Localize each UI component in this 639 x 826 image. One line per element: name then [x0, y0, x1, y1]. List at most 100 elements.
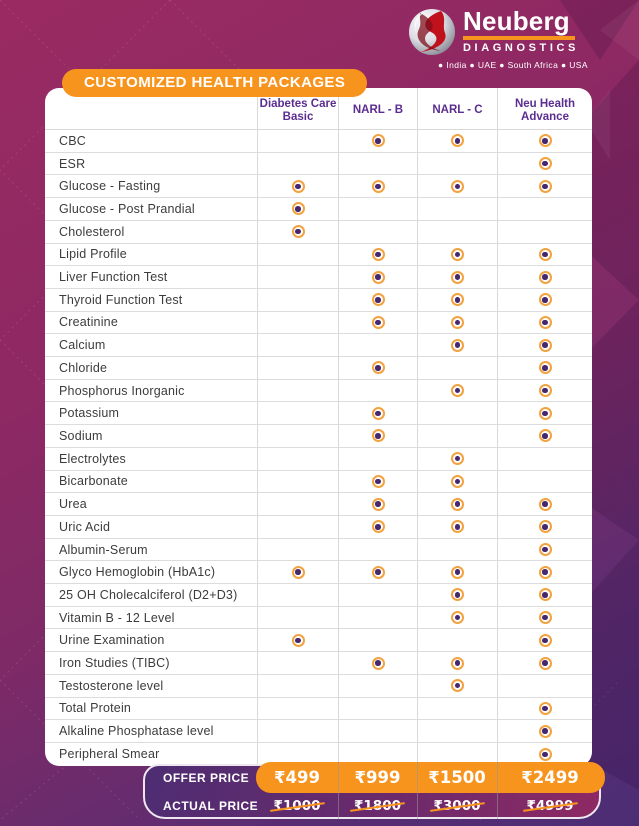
cell-diabetes-care-basic	[257, 720, 338, 742]
test-name-cell: Creatinine	[59, 315, 118, 330]
test-name-cell: Glucose - Post Prandial	[59, 201, 195, 216]
cell-narl-c	[417, 697, 497, 720]
included-dot-icon	[371, 656, 385, 670]
included-dot-icon	[538, 747, 552, 761]
cell-narl-b	[338, 742, 417, 766]
cell-diabetes-care-basic	[257, 220, 338, 243]
cell-narl-b	[338, 470, 417, 493]
table-row: Bicarbonate	[45, 470, 592, 494]
included-dot-icon	[451, 520, 464, 534]
cell-narl-b	[338, 402, 417, 425]
cell-diabetes-care-basic	[257, 561, 338, 584]
test-name-cell: Total Protein	[59, 701, 132, 716]
included-dot-icon	[538, 315, 552, 329]
included-dot-icon	[538, 724, 552, 738]
test-name-cell: Electrolytes	[59, 451, 127, 466]
included-dot-icon	[538, 633, 552, 647]
cell-narl-b	[338, 152, 417, 175]
brand-subtitle: DIAGNOSTICS	[463, 41, 579, 54]
cell-narl-c	[417, 493, 497, 515]
table-row: Electrolytes	[45, 447, 592, 471]
cell-narl-c	[417, 220, 497, 243]
pricing-panel: OFFER PRICE ₹499 ₹999 ₹1500 ₹2499 ACTUAL…	[143, 762, 605, 819]
header-diabetes-care-basic: Diabetes Care Basic	[257, 88, 338, 129]
page-title: CUSTOMIZED HEALTH PACKAGES	[62, 69, 368, 97]
cell-narl-c	[417, 130, 497, 152]
packages-table: Diabetes Care Basic NARL - B NARL - C Ne…	[45, 88, 592, 766]
cell-neu-health-advance	[497, 720, 592, 742]
cell-narl-c	[417, 720, 497, 742]
included-dot-icon	[451, 565, 464, 579]
included-dot-icon	[371, 247, 385, 261]
test-name-cell: 25 OH Cholecalciferol (D2+D3)	[59, 587, 238, 602]
cell-diabetes-care-basic	[257, 697, 338, 720]
test-name-cell: Liver Function Test	[59, 270, 168, 285]
table-body: CBC ESR Glucose - Fasting Glucose - Post…	[45, 130, 592, 766]
table-row: Uric Acid	[45, 515, 592, 539]
table-row: Lipid Profile	[45, 243, 592, 267]
cell-narl-c	[417, 606, 497, 629]
test-name-cell: Thyroid Function Test	[59, 292, 183, 307]
included-dot-icon	[538, 247, 552, 261]
header-neu-health-advance: Neu Health Advance	[497, 88, 592, 129]
included-dot-icon	[451, 338, 464, 352]
included-dot-icon	[538, 611, 552, 625]
cell-neu-health-advance	[497, 425, 592, 447]
cell-narl-b	[338, 243, 417, 266]
cell-narl-c	[417, 334, 497, 357]
cell-diabetes-care-basic	[257, 538, 338, 561]
cell-neu-health-advance	[497, 584, 592, 606]
included-dot-icon	[291, 179, 305, 193]
included-dot-icon	[538, 384, 552, 398]
cell-neu-health-advance	[497, 334, 592, 357]
cell-diabetes-care-basic	[257, 243, 338, 266]
cell-narl-c	[417, 742, 497, 766]
cell-narl-c	[417, 470, 497, 493]
cell-diabetes-care-basic	[257, 379, 338, 402]
cell-narl-b	[338, 311, 417, 334]
actual-price-label: ACTUAL PRICE	[163, 799, 259, 813]
table-row: Urine Examination	[45, 629, 592, 653]
table-row: Liver Function Test	[45, 266, 592, 289]
actual-price-diabetes: ₹1000	[273, 798, 321, 814]
cell-neu-health-advance	[497, 652, 592, 674]
cell-diabetes-care-basic	[257, 425, 338, 447]
price-divider	[417, 762, 418, 819]
table-row: Glucose - Post Prandial	[45, 198, 592, 221]
included-dot-icon	[291, 565, 305, 579]
included-dot-icon	[538, 429, 552, 443]
test-name-cell: Uric Acid	[59, 519, 111, 534]
cell-neu-health-advance	[497, 357, 592, 379]
table-row: Urea	[45, 493, 592, 516]
included-dot-icon	[451, 474, 464, 488]
price-divider	[338, 762, 339, 819]
cell-diabetes-care-basic	[257, 447, 338, 470]
cell-narl-b	[338, 220, 417, 243]
cell-diabetes-care-basic	[257, 493, 338, 515]
included-dot-icon	[451, 270, 464, 284]
cell-narl-b	[338, 447, 417, 470]
cell-narl-b	[338, 697, 417, 720]
test-name-cell: Testosterone level	[59, 678, 164, 693]
test-name-cell: Glucose - Fasting	[59, 179, 161, 194]
cell-narl-b	[338, 198, 417, 220]
cell-neu-health-advance	[497, 538, 592, 561]
cell-diabetes-care-basic	[257, 515, 338, 538]
included-dot-icon	[538, 497, 552, 511]
cell-neu-health-advance	[497, 493, 592, 515]
table-row: 25 OH Cholecalciferol (D2+D3)	[45, 584, 592, 607]
cell-narl-b	[338, 652, 417, 674]
brand-logo: Neuberg DIAGNOSTICS ● India ● UAE ● Sout…	[408, 8, 618, 70]
cell-narl-b	[338, 538, 417, 561]
cell-narl-c	[417, 379, 497, 402]
cell-narl-b	[338, 720, 417, 742]
included-dot-icon	[451, 452, 464, 466]
table-row: Sodium	[45, 425, 592, 448]
table-header: Diabetes Care Basic NARL - B NARL - C Ne…	[45, 88, 592, 130]
actual-price-neu-health: ₹4999	[526, 798, 574, 814]
included-dot-icon	[538, 656, 552, 670]
offer-price-label: OFFER PRICE	[163, 770, 250, 785]
cell-diabetes-care-basic	[257, 606, 338, 629]
included-dot-icon	[371, 293, 385, 307]
price-divider	[497, 762, 498, 819]
